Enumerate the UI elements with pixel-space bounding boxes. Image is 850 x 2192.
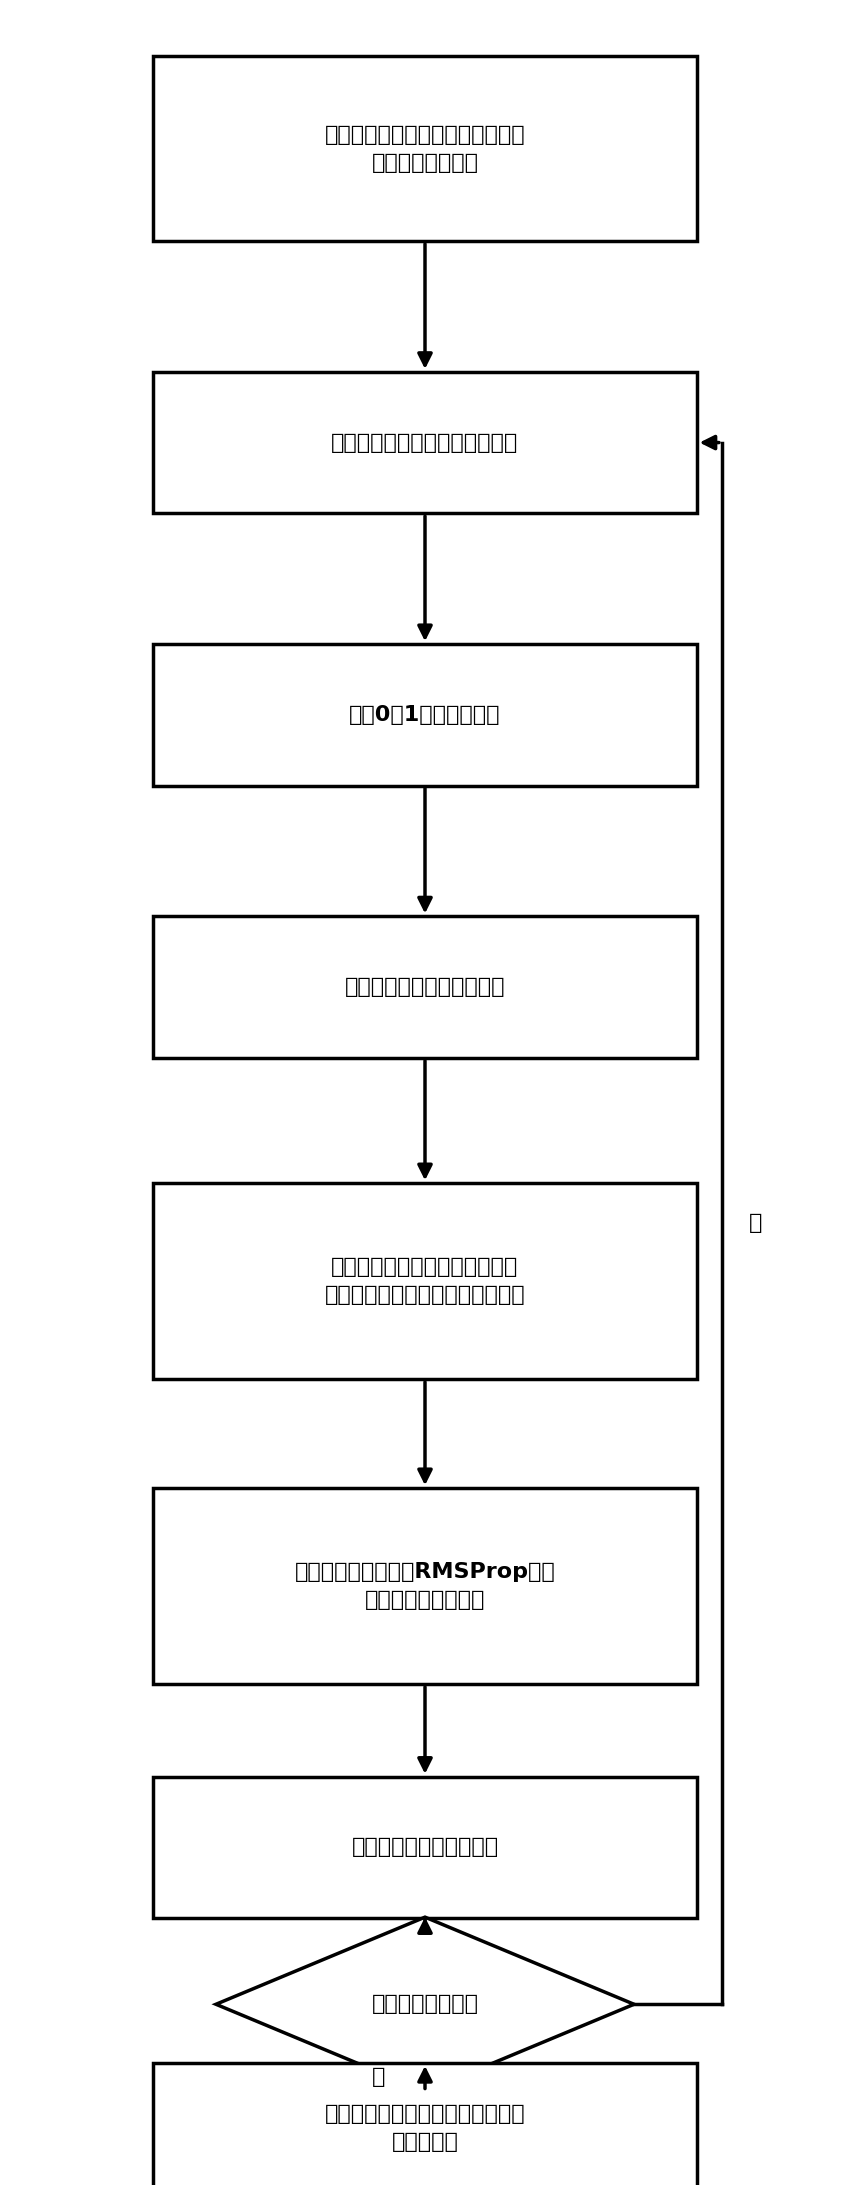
FancyBboxPatch shape [153,57,697,241]
Text: 保存生成对抗网络中的参数以及训
练好的权値: 保存生成对抗网络中的参数以及训 练好的权値 [325,2104,525,2153]
Text: 将正常图像和生成图像输入判别
器，计算生成器和判别的损失函数: 将正常图像和生成图像输入判别 器，计算生成器和判别的损失函数 [325,1258,525,1304]
FancyBboxPatch shape [153,1184,697,1379]
FancyBboxPatch shape [153,1778,697,1918]
Polygon shape [216,1918,634,2091]
Text: 是否达到迭代次数: 是否达到迭代次数 [371,1995,479,2014]
Text: 初始化生成对抗网络中的权値，设
定模型中的超参数: 初始化生成对抗网络中的权値，设 定模型中的超参数 [325,125,525,173]
Text: 将噪声输入生成器生成图像: 将噪声输入生成器生成图像 [345,978,505,997]
FancyBboxPatch shape [153,2063,697,2192]
FancyBboxPatch shape [153,916,697,1059]
Text: 更新生成对抗网络的权値: 更新生成对抗网络的权値 [351,1837,499,1857]
Text: 是: 是 [372,2067,386,2087]
FancyBboxPatch shape [153,644,697,785]
Text: 根据损失函数，利用RMSProp交替
训练生成器和判别器: 根据损失函数，利用RMSProp交替 训练生成器和判别器 [295,1563,555,1611]
Text: 否: 否 [749,1214,762,1234]
FancyBboxPatch shape [153,1488,697,1683]
Text: 生扙0到1范围内的噪声: 生扙0到1范围内的噪声 [349,706,501,726]
FancyBboxPatch shape [153,373,697,513]
Text: 对预处理后的正常样本随机采样: 对预处理后的正常样本随机采样 [332,432,518,452]
